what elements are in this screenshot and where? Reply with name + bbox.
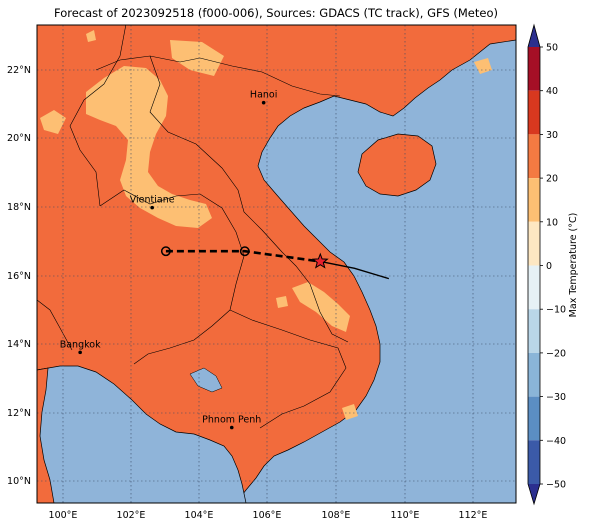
city-marker xyxy=(78,350,82,355)
colorbar-segment xyxy=(528,221,540,266)
colorbar-tick-label: 20 xyxy=(546,174,558,185)
lat-tick-label: 22°N xyxy=(7,65,31,76)
colorbar-tick-label: −40 xyxy=(546,436,566,447)
colorbar-segment xyxy=(528,25,540,47)
colorbar-tick-label: −20 xyxy=(546,348,566,359)
colorbar-tick-label: 30 xyxy=(546,130,558,141)
lon-tick-label: 112°E xyxy=(459,510,488,521)
city-label: Phnom Penh xyxy=(202,414,261,425)
lon-tick-label: 108°E xyxy=(322,510,351,521)
city-label: Bangkok xyxy=(60,339,101,350)
lon-tick-label: 110°E xyxy=(391,510,420,521)
colorbar-tick-label: −30 xyxy=(546,392,566,403)
colorbar-tick-label: 50 xyxy=(546,43,558,54)
city-label: Hanoi xyxy=(250,90,277,101)
lon-tick-label: 100°E xyxy=(49,510,78,521)
land-mass xyxy=(37,25,516,503)
colorbar-tick-label: 10 xyxy=(546,217,558,228)
lat-tick-label: 16°N xyxy=(7,271,31,282)
map-area: Hanoi Vientiane Bangkok Phnom Penh xyxy=(37,25,516,503)
colorbar-segment xyxy=(528,484,540,504)
lat-tick-label: 18°N xyxy=(7,202,31,213)
lon-tick-label: 106°E xyxy=(253,510,282,521)
lat-tick-label: 20°N xyxy=(7,133,31,144)
tonle-sap-lake xyxy=(189,367,223,393)
colorbar-segment xyxy=(528,47,540,91)
lat-tick-label: 10°N xyxy=(7,476,31,487)
lat-tick-label: 14°N xyxy=(7,339,31,350)
colorbar-tick-label: 0 xyxy=(546,261,552,272)
lon-tick-label: 102°E xyxy=(117,510,146,521)
colorbar-segment xyxy=(528,440,540,484)
map-title: Forecast of 2023092518 (f000-006), Sourc… xyxy=(54,6,498,20)
colorbar-segment xyxy=(528,396,540,441)
forecast-track-line xyxy=(165,249,321,263)
city-label: Vientiane xyxy=(130,195,175,206)
colorbar-segment xyxy=(528,90,540,135)
colorbar-segment xyxy=(528,265,540,310)
track-point-marker xyxy=(239,246,250,257)
city-marker xyxy=(229,425,234,430)
lat-tick-label: 12°N xyxy=(7,408,31,419)
colorbar-segment xyxy=(528,134,540,179)
map-frame xyxy=(36,24,517,504)
colorbar: −50 −40 −30 −20 −10 0 10 20 30 40 50 xyxy=(527,23,566,506)
malay-peninsula xyxy=(37,367,55,503)
colorbar-tick-label: −10 xyxy=(546,305,566,316)
observed-track-line xyxy=(320,260,390,280)
axis-labels: 22°N 20°N 18°N 16°N 14°N 12°N 10°N 100°E… xyxy=(7,65,487,521)
colorbar-tick-label: 40 xyxy=(546,86,558,97)
colorbar-segment xyxy=(528,352,540,397)
colorbar-segment xyxy=(528,178,540,222)
city-marker xyxy=(261,100,266,105)
colorbar-tick-label: −50 xyxy=(546,480,566,491)
storm-position-star-icon xyxy=(311,252,329,269)
city-marker xyxy=(150,205,154,210)
colorbar-label: Max Temperature (°C) xyxy=(568,213,579,318)
track-point-marker xyxy=(160,246,171,257)
lon-tick-label: 104°E xyxy=(185,510,214,521)
gulf-of-thailand xyxy=(37,365,247,503)
colorbar-segment xyxy=(528,309,540,353)
hainan-island xyxy=(357,133,437,197)
cool-land-patches xyxy=(40,30,492,420)
